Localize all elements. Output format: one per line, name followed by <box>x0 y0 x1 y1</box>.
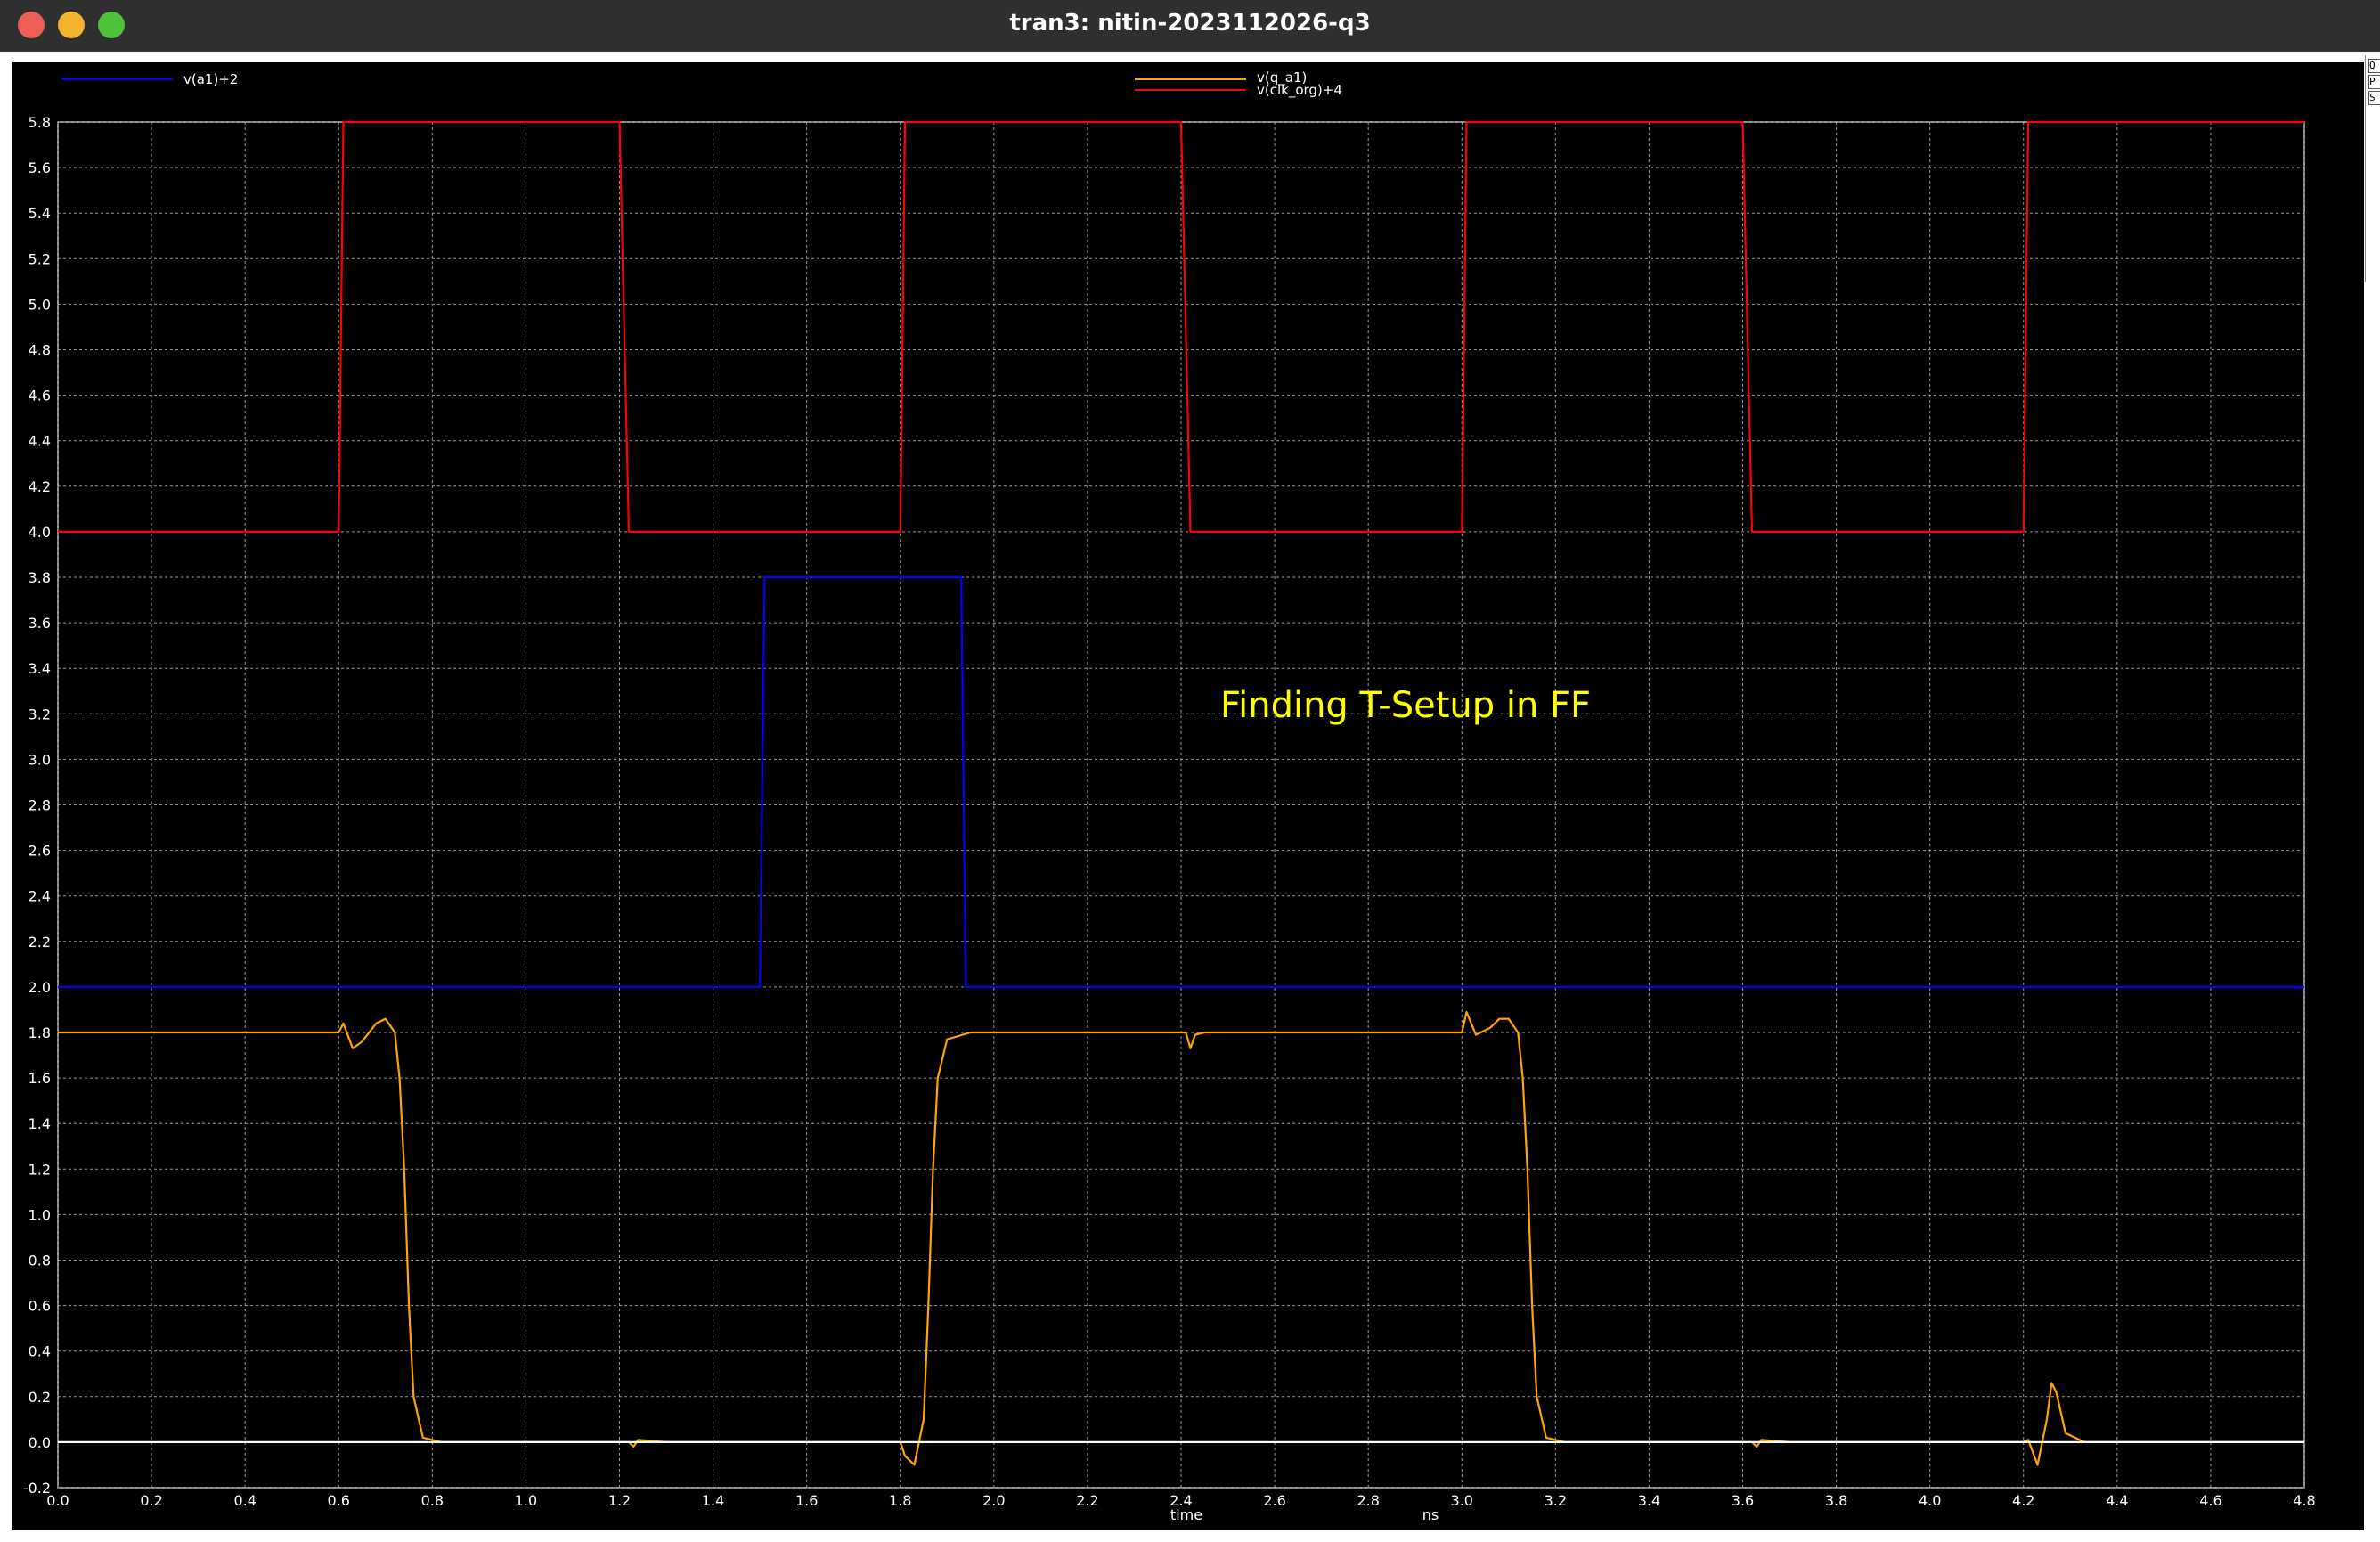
x-tick-label: 2.2 <box>1076 1492 1098 1509</box>
x-tick-label: 0.8 <box>421 1492 444 1509</box>
y-tick-label: 5.8 <box>29 114 51 131</box>
x-tick-label: 3.0 <box>1451 1492 1473 1509</box>
annotation-text: Finding T-Setup in FF <box>1220 685 1591 726</box>
side-panel: Q P S <box>2365 55 2380 282</box>
x-tick-label: 4.8 <box>2293 1492 2315 1509</box>
maximize-window-button[interactable] <box>98 12 125 38</box>
y-tick-label: 3.6 <box>29 615 51 632</box>
plot-area[interactable]: -0.2 0.0 0.2 0.4 0.6 0.8 1.0 1.2 1.4 1.6 1.8 2.0 2.2… <box>12 62 2364 1530</box>
series-line-v-clk-org-4 <box>58 120 2304 533</box>
grid-lines <box>57 121 2305 1489</box>
x-tick-label: 4.4 <box>2106 1492 2128 1509</box>
x-tick-label: 2.6 <box>1263 1492 1285 1509</box>
y-tick-label: 2.8 <box>29 797 51 814</box>
x-tick-label: 2.8 <box>1357 1492 1379 1509</box>
x-tick-label: 0.6 <box>328 1492 350 1509</box>
y-tick-label: 3.4 <box>29 660 51 677</box>
legend-entry: v(q_a1) <box>1257 69 1307 86</box>
y-tick-label: 1.2 <box>29 1161 51 1178</box>
legend-entry: v(a1)+2 <box>183 71 238 87</box>
x-tick-label: 3.2 <box>1545 1492 1567 1509</box>
x-tick-label: 3.6 <box>1732 1492 1754 1509</box>
x-tick-label: 1.0 <box>515 1492 537 1509</box>
x-tick-label: 4.2 <box>2012 1492 2034 1509</box>
side-key-q[interactable]: Q <box>2368 59 2380 73</box>
y-tick-label: 1.6 <box>29 1070 51 1087</box>
minimize-window-button[interactable] <box>58 12 85 38</box>
window-title: tran3: nitin-2023112026-q3 <box>1009 10 1371 37</box>
traces <box>58 120 2304 1466</box>
title-bar: tran3: nitin-2023112026-q3 <box>0 0 2380 52</box>
x-tick-label: 1.2 <box>608 1492 631 1509</box>
y-tick-label: 1.4 <box>29 1115 51 1132</box>
waveform-plot[interactable]: -0.20.00.20.40.60.81.01.21.41.61.82.02.2… <box>12 62 2364 1530</box>
x-tick-label: 4.6 <box>2199 1492 2221 1509</box>
y-tick-label: 0.6 <box>29 1298 51 1315</box>
x-axis-label: time <box>1170 1506 1202 1523</box>
series-line-v-a1-2 <box>58 575 2304 988</box>
y-tick-label: 2.2 <box>29 934 51 950</box>
y-tick-label: 5.0 <box>29 296 51 313</box>
x-tick-label: 3.8 <box>1825 1492 1847 1509</box>
x-tick-label: 4.0 <box>1919 1492 1941 1509</box>
y-tick-label: 4.8 <box>29 342 51 359</box>
window-border <box>0 52 2380 61</box>
x-tick-label: 3.4 <box>1638 1492 1660 1509</box>
legend-entry: v(clk_org)+4 <box>1257 82 1342 99</box>
y-tick-label: 5.6 <box>29 159 51 176</box>
y-tick-label: 0.2 <box>29 1389 51 1406</box>
y-tick-label: 4.4 <box>29 433 51 450</box>
x-tick-label: 2.4 <box>1170 1492 1192 1509</box>
side-key-s[interactable]: S <box>2368 91 2380 105</box>
y-tick-label: 4.0 <box>29 524 51 541</box>
y-tick-label: 5.2 <box>29 250 51 267</box>
y-tick-label: -0.2 <box>23 1480 51 1497</box>
legend: v(a1)+2 v(q_a1)v(clk_org)+4 <box>61 69 1342 99</box>
y-tick-label: 2.6 <box>29 843 51 860</box>
y-tick-label: 5.4 <box>29 205 51 222</box>
y-tick-label: 2.0 <box>29 979 51 996</box>
close-window-button[interactable] <box>18 12 45 38</box>
x-tick-label: 1.4 <box>702 1492 724 1509</box>
side-key-p[interactable]: P <box>2368 75 2380 89</box>
x-tick-label: 1.6 <box>795 1492 818 1509</box>
x-tick-label: 1.8 <box>889 1492 911 1509</box>
y-tick-label: 3.8 <box>29 569 51 586</box>
x-axis-ticks: 0.0 0.2 0.4 0.6 0.8 1.0 1.2 1.4 1.6 1.8 2.0 2.2 2.4 2… <box>46 1492 2315 1509</box>
x-tick-label: 2.0 <box>982 1492 1005 1509</box>
x-tick-label: 0.4 <box>233 1492 256 1509</box>
y-tick-label: 0.4 <box>29 1343 51 1360</box>
y-tick-label: 3.0 <box>29 751 51 768</box>
y-tick-label: 0.0 <box>29 1434 51 1451</box>
y-tick-label: 4.2 <box>29 478 51 495</box>
y-tick-label: 2.4 <box>29 888 51 905</box>
x-tick-label: 0.0 <box>46 1492 69 1509</box>
y-tick-label: 4.6 <box>29 388 51 404</box>
y-tick-label: 1.8 <box>29 1024 51 1041</box>
y-tick-label: 0.8 <box>29 1252 51 1269</box>
y-tick-label: 1.0 <box>29 1206 51 1223</box>
x-tick-label: 0.2 <box>140 1492 162 1509</box>
x-axis-unit: ns <box>1422 1506 1439 1523</box>
y-tick-label: 3.2 <box>29 706 51 722</box>
y-axis-ticks: -0.2 0.0 0.2 0.4 0.6 0.8 1.0 1.2 1.4 1.6 1.8 2.0 2.2… <box>23 114 51 1497</box>
